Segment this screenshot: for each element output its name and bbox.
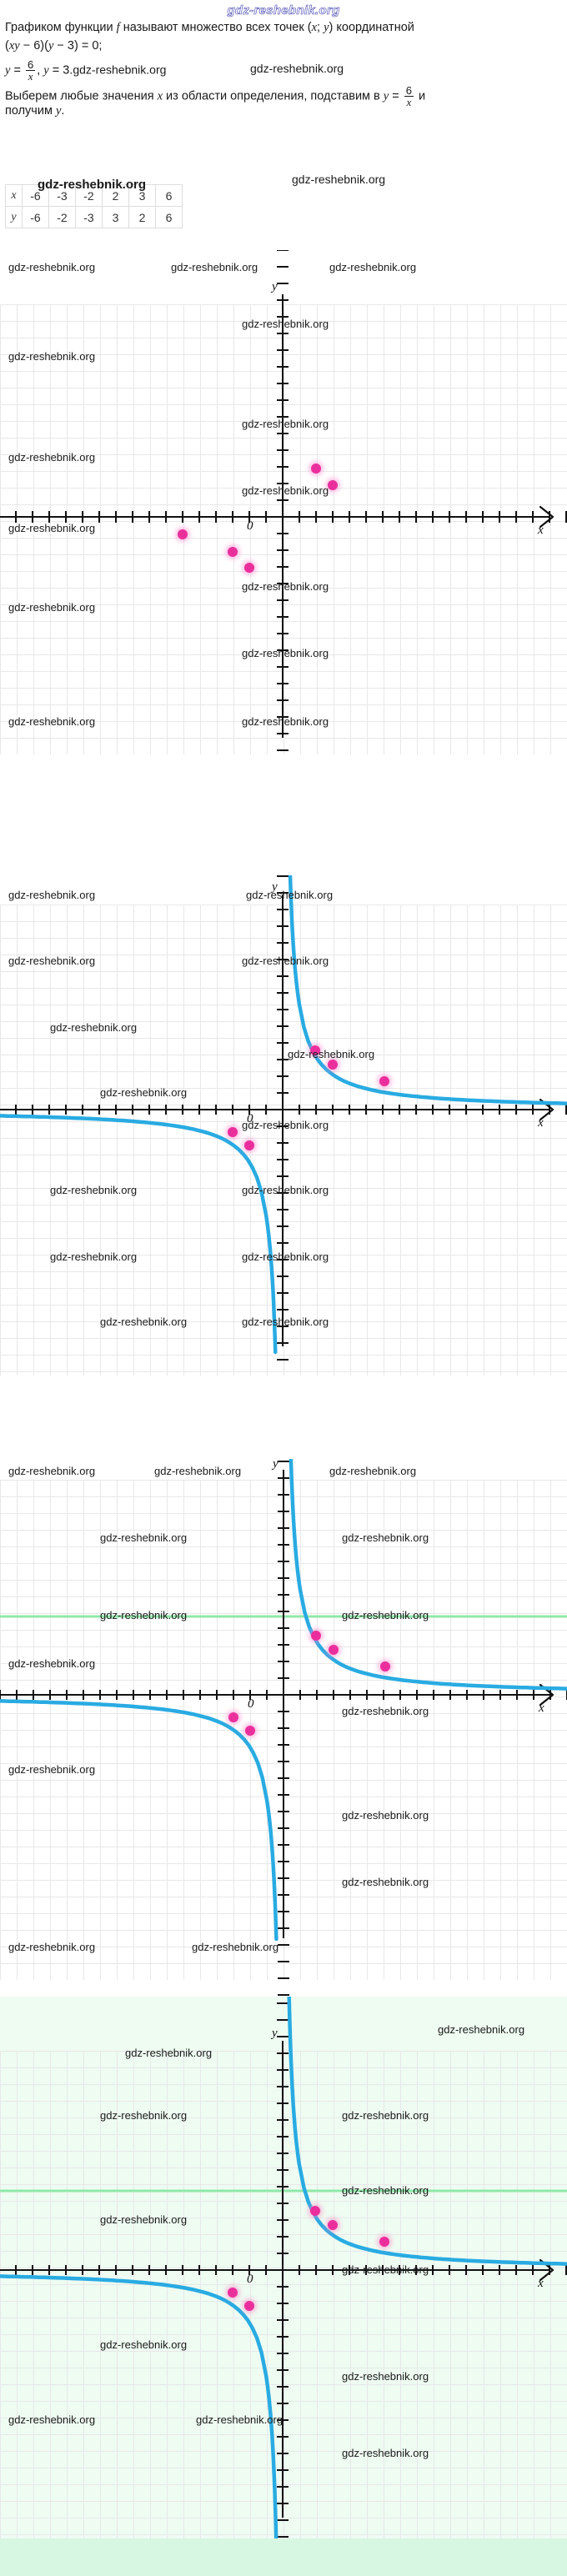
svg-text:0: 0: [248, 1697, 254, 1711]
svg-text:x: x: [537, 524, 544, 537]
svg-text:0: 0: [247, 519, 253, 533]
svg-text:y: y: [271, 1459, 278, 1471]
svg-text:x: x: [537, 2277, 544, 2290]
svg-text:0: 0: [247, 2273, 253, 2286]
svg-text:y: y: [270, 2027, 278, 2040]
svg-text:y: y: [270, 280, 278, 293]
svg-text:x: x: [537, 1116, 544, 1130]
svg-text:x: x: [538, 1701, 544, 1715]
